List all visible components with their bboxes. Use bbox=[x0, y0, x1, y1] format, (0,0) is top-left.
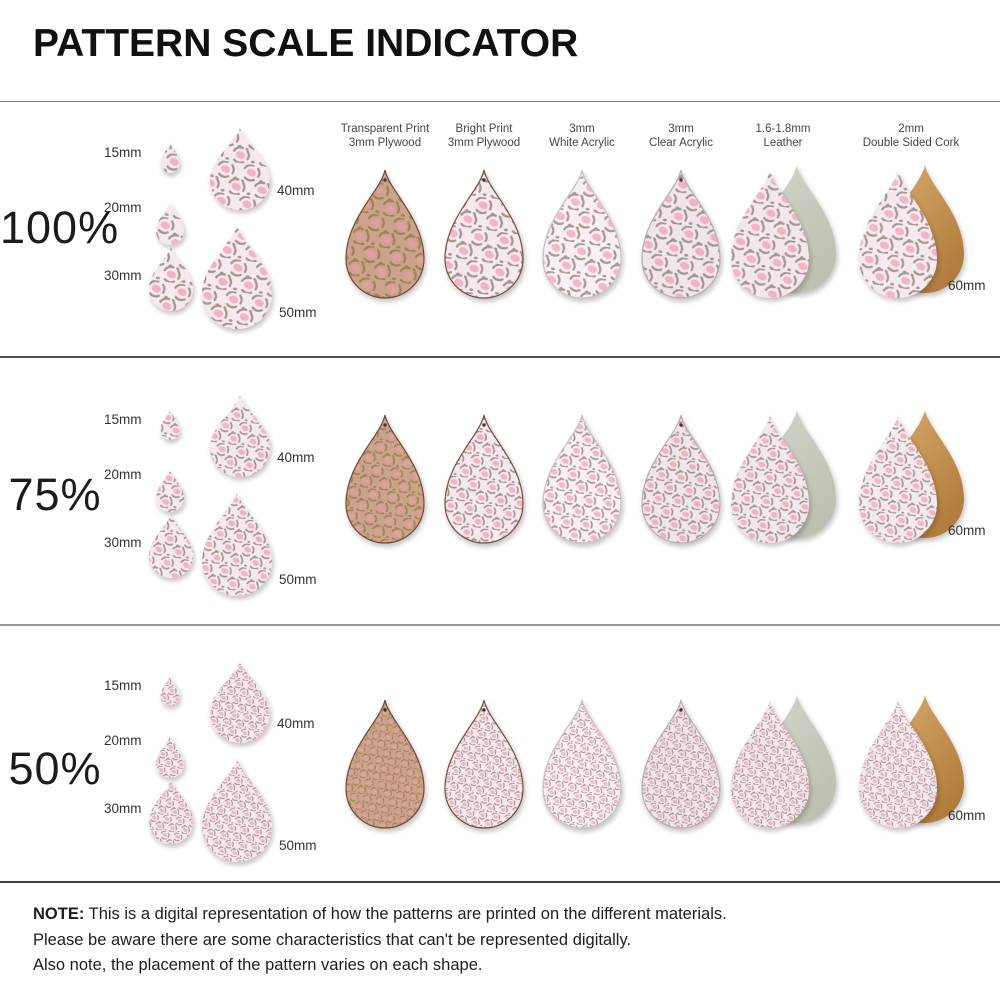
teardrop-75pct-acrylic-clear bbox=[641, 414, 721, 544]
hang-hole-50pct-plywood-bright bbox=[482, 708, 486, 712]
note-label: NOTE: bbox=[33, 905, 85, 923]
note-line-3: Also note, the placement of the pattern … bbox=[33, 956, 483, 974]
hang-hole-75pct-plywood-bright bbox=[482, 423, 486, 427]
teardrop-100pct-plywood-bright bbox=[444, 169, 524, 299]
size-label-50mm-50pct: 50mm bbox=[279, 838, 317, 853]
page-title: PATTERN SCALE INDICATOR bbox=[33, 22, 579, 65]
teardrop-demo-20mm-100pct bbox=[156, 203, 184, 245]
material-header-cork-line2: Double Sided Cork bbox=[862, 137, 960, 149]
size-label-15mm-75pct: 15mm bbox=[104, 412, 142, 427]
teardrop-demo-30mm-50pct bbox=[149, 780, 193, 844]
teardrop-50pct-plywood-transparent bbox=[345, 699, 425, 829]
material-header-acrylic-clear: 3mm Clear Acrylic bbox=[649, 122, 713, 150]
material-header-plywood-bright: Bright Print 3mm Plywood bbox=[448, 122, 520, 150]
material-header-plywood-transparent-line1: Transparent Print bbox=[340, 123, 430, 135]
teardrop-demo-40mm-50pct bbox=[210, 661, 270, 743]
note-line-2: Please be aware there are some character… bbox=[33, 930, 632, 949]
teardrop-demo-20mm-75pct bbox=[156, 470, 184, 512]
teardrop-75pct-cork bbox=[859, 415, 937, 543]
material-header-acrylic-white-line2: White Acrylic bbox=[549, 137, 615, 149]
teardrop-100pct-acrylic-clear bbox=[641, 169, 721, 299]
size-label-30mm-50pct: 30mm bbox=[104, 801, 142, 816]
size-label-30mm-75pct: 30mm bbox=[104, 535, 142, 550]
teardrop-100pct-leather bbox=[731, 170, 809, 298]
teardrop-75pct-plywood-transparent bbox=[345, 414, 425, 544]
size-label-50mm-100pct: 50mm bbox=[279, 305, 317, 320]
material-header-leather: 1.6-1.8mm Leather bbox=[756, 122, 811, 150]
teardrop-50pct-acrylic-clear bbox=[641, 699, 721, 829]
hang-hole-100pct-plywood-bright bbox=[482, 178, 486, 182]
material-header-acrylic-clear-line2: Clear Acrylic bbox=[649, 137, 713, 149]
teardrop-demo-15mm-100pct bbox=[160, 143, 180, 173]
material-header-plywood-transparent: Transparent Print 3mm Plywood bbox=[341, 122, 429, 150]
teardrop-demo-15mm-50pct bbox=[160, 676, 180, 706]
teardrop-demo-50mm-100pct bbox=[202, 225, 272, 329]
hang-hole-100pct-plywood-transparent bbox=[383, 178, 387, 182]
material-header-cork-line1: 2mm bbox=[898, 123, 924, 135]
note-line-1: NOTE: This is a digital representation o… bbox=[33, 902, 727, 928]
material-header-acrylic-clear-line1: 3mm bbox=[668, 123, 694, 135]
hang-hole-50pct-acrylic-clear bbox=[679, 708, 683, 712]
size-label-20mm-50pct: 20mm bbox=[104, 733, 142, 748]
size-label-30mm-100pct: 30mm bbox=[104, 268, 142, 283]
size-label-40mm-50pct: 40mm bbox=[277, 716, 315, 731]
note-line-1-text: This is a digital representation of how … bbox=[88, 905, 727, 923]
material-header-leather-line1: 1.6-1.8mm bbox=[755, 123, 811, 135]
divider-row2-row3 bbox=[0, 624, 1000, 626]
teardrop-75pct-leather bbox=[731, 415, 809, 543]
hang-hole-50pct-plywood-transparent bbox=[383, 708, 387, 712]
teardrop-75pct-plywood-bright bbox=[444, 414, 524, 544]
size-label-60mm-75pct: 60mm bbox=[948, 523, 986, 538]
teardrop-demo-50mm-75pct bbox=[202, 492, 272, 596]
size-label-60mm-100pct: 60mm bbox=[948, 278, 986, 293]
teardrop-50pct-leather bbox=[731, 700, 809, 828]
size-label-50mm-75pct: 50mm bbox=[279, 572, 317, 587]
note-text: NOTE: This is a digital representation o… bbox=[33, 902, 727, 979]
material-header-acrylic-white: 3mm White Acrylic bbox=[549, 122, 615, 150]
scale-label-50pct: 50% bbox=[8, 743, 102, 794]
teardrop-50pct-plywood-bright bbox=[444, 699, 524, 829]
scale-label-75pct: 75% bbox=[8, 469, 102, 520]
size-label-20mm-75pct: 20mm bbox=[104, 467, 142, 482]
divider-row1-row2 bbox=[0, 356, 1000, 358]
size-label-40mm-100pct: 40mm bbox=[277, 183, 315, 198]
material-header-plywood-bright-line2: 3mm Plywood bbox=[447, 137, 521, 149]
teardrop-75pct-acrylic-white bbox=[542, 414, 622, 544]
hang-hole-75pct-plywood-transparent bbox=[383, 423, 387, 427]
material-header-cork: 2mm Double Sided Cork bbox=[863, 122, 960, 150]
teardrop-demo-50mm-50pct bbox=[202, 758, 272, 862]
teardrop-demo-40mm-100pct bbox=[210, 128, 270, 210]
hang-hole-100pct-acrylic-clear bbox=[679, 178, 683, 182]
teardrop-100pct-acrylic-white bbox=[542, 169, 622, 299]
material-header-plywood-transparent-line2: 3mm Plywood bbox=[348, 137, 422, 149]
scale-label-100pct: 100% bbox=[0, 202, 120, 253]
size-label-40mm-75pct: 40mm bbox=[277, 450, 315, 465]
divider-under-title bbox=[0, 101, 1000, 102]
teardrop-demo-40mm-75pct bbox=[210, 395, 270, 477]
material-header-acrylic-white-line1: 3mm bbox=[569, 123, 595, 135]
size-label-15mm-100pct: 15mm bbox=[104, 145, 142, 160]
teardrop-demo-15mm-75pct bbox=[160, 410, 180, 440]
teardrop-50pct-acrylic-white bbox=[542, 699, 622, 829]
teardrop-50pct-cork bbox=[859, 700, 937, 828]
size-label-15mm-50pct: 15mm bbox=[104, 678, 142, 693]
teardrop-100pct-plywood-transparent bbox=[345, 169, 425, 299]
teardrop-100pct-cork bbox=[859, 170, 937, 298]
hang-hole-75pct-acrylic-clear bbox=[679, 423, 683, 427]
material-header-leather-line2: Leather bbox=[763, 137, 803, 149]
size-label-20mm-100pct: 20mm bbox=[104, 200, 142, 215]
teardrop-demo-30mm-75pct bbox=[149, 514, 193, 578]
material-header-plywood-bright-line1: Bright Print bbox=[455, 123, 513, 135]
teardrop-demo-30mm-100pct bbox=[149, 247, 193, 311]
size-label-60mm-50pct: 60mm bbox=[948, 808, 986, 823]
divider-above-note bbox=[0, 881, 1000, 883]
teardrop-demo-20mm-50pct bbox=[156, 736, 184, 778]
